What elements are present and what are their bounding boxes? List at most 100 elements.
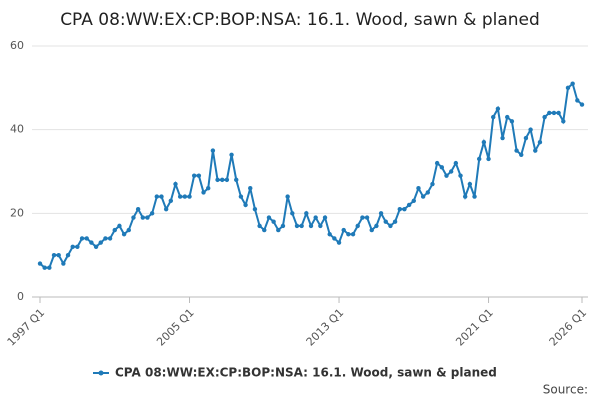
data-point <box>523 135 529 141</box>
data-point <box>332 236 337 241</box>
data-point <box>131 215 136 220</box>
data-point <box>56 252 61 258</box>
data-point <box>519 152 524 157</box>
data-point <box>276 227 281 233</box>
legend-label: CPA 08:WW:EX:CP:BOP:NSA: 16.1. Wood, saw… <box>115 366 497 380</box>
data-point <box>551 110 557 116</box>
data-point <box>360 215 365 220</box>
chart-title: CPA 08:WW:EX:CP:BOP:NSA: 16.1. Wood, saw… <box>60 10 540 30</box>
data-point <box>70 244 75 249</box>
data-point <box>458 173 463 178</box>
data-point <box>117 223 122 229</box>
data-point <box>364 215 370 220</box>
x-tick-label: 1997 Q1 <box>5 306 48 349</box>
data-point <box>75 244 80 249</box>
data-point <box>206 186 211 191</box>
data-point <box>556 110 561 116</box>
data-point <box>177 194 183 199</box>
data-point <box>336 240 342 245</box>
data-point <box>280 223 286 229</box>
data-point <box>65 252 71 258</box>
data-point <box>322 215 328 220</box>
data-point <box>472 194 477 199</box>
data-point <box>477 156 482 162</box>
data-point <box>425 190 431 195</box>
data-point <box>341 227 346 233</box>
source-label: Source: <box>543 383 588 397</box>
data-point <box>159 194 164 199</box>
data-point <box>547 110 552 116</box>
data-point <box>378 211 384 216</box>
data-point <box>224 177 230 183</box>
data-point <box>528 127 533 132</box>
data-point <box>514 148 519 153</box>
data-point <box>392 219 398 224</box>
data-point <box>262 227 267 233</box>
data-point <box>448 169 454 174</box>
data-point <box>182 194 188 199</box>
data-point <box>304 211 309 216</box>
data-point <box>453 160 459 166</box>
data-point <box>37 261 43 266</box>
data-point <box>168 198 174 203</box>
data-point <box>416 186 421 191</box>
data-point <box>411 198 416 203</box>
data-point <box>79 236 85 241</box>
data-point <box>537 140 543 145</box>
data-point <box>187 194 192 199</box>
data-point <box>397 206 402 212</box>
data-point <box>201 190 206 195</box>
data-point <box>294 223 300 229</box>
data-point <box>61 261 66 266</box>
data-point <box>126 227 131 233</box>
data-point <box>163 206 169 212</box>
data-point <box>313 215 318 220</box>
data-point <box>495 106 501 111</box>
data-point <box>47 265 52 270</box>
data-point <box>84 236 89 241</box>
data-point <box>467 181 473 187</box>
data-point <box>98 240 103 245</box>
data-point <box>570 81 575 86</box>
data-point <box>374 223 379 229</box>
data-point <box>145 215 150 220</box>
data-point <box>173 181 178 187</box>
data-point <box>500 135 505 141</box>
data-point <box>210 148 216 153</box>
data-point <box>103 236 108 241</box>
data-point <box>444 173 449 178</box>
data-point <box>229 152 234 157</box>
data-point <box>308 223 314 229</box>
data-point <box>121 232 127 237</box>
data-point <box>439 165 445 170</box>
data-point <box>266 215 272 220</box>
data-point <box>542 114 547 120</box>
data-point <box>299 223 304 229</box>
data-point <box>430 181 435 187</box>
data-point <box>290 211 295 216</box>
data-point <box>234 177 239 183</box>
data-point <box>491 114 496 120</box>
data-point <box>215 177 220 183</box>
data-point <box>196 173 202 178</box>
data-point <box>579 102 585 107</box>
data-point <box>42 265 47 270</box>
x-tick-label: 2021 Q1 <box>453 306 496 349</box>
data-point <box>388 223 393 229</box>
data-point <box>420 194 426 199</box>
legend-marker <box>98 370 104 376</box>
data-point <box>248 186 253 191</box>
x-tick-label: 2013 Q1 <box>304 306 347 349</box>
data-point <box>350 232 356 237</box>
data-point <box>285 194 290 199</box>
y-tick-label: 40 <box>10 123 24 136</box>
data-point <box>565 85 571 91</box>
data-point <box>271 219 276 224</box>
data-point <box>505 114 510 120</box>
data-point <box>355 223 360 229</box>
data-point <box>406 202 412 208</box>
data-point <box>252 206 258 212</box>
data-point <box>327 232 332 237</box>
data-point <box>383 219 388 224</box>
data-point <box>51 252 57 258</box>
